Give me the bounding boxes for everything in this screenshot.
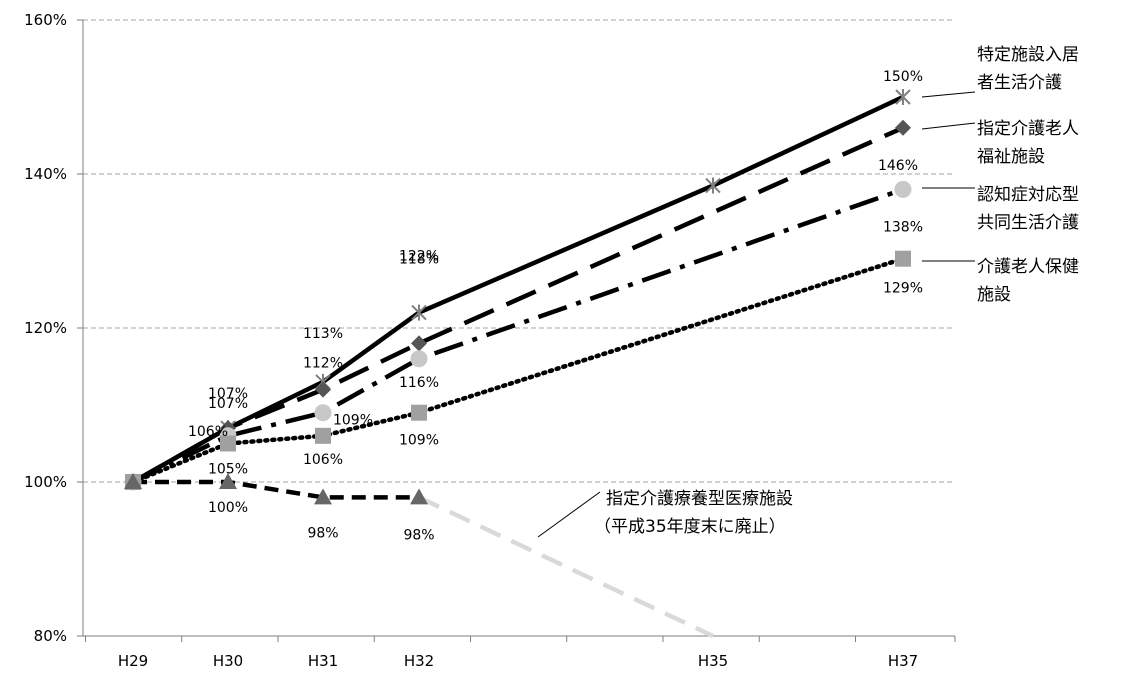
x-tick-label: H32 [404, 652, 434, 670]
y-tick-label: 100% [24, 473, 67, 491]
legend-label: 施設 [977, 285, 1011, 305]
legend-label: 福祉施設 [977, 147, 1045, 167]
data-label: 118% [399, 251, 439, 267]
star-marker [895, 89, 911, 105]
data-label: 146% [878, 158, 918, 174]
data-label: 116% [399, 375, 439, 391]
legend-label: 共同生活介護 [977, 213, 1079, 233]
data-label: 107% [208, 386, 248, 402]
square-marker [315, 427, 331, 444]
legend-label: 者生活介護 [977, 73, 1062, 93]
y-tick-label: 80% [34, 627, 67, 645]
data-label: 105% [208, 462, 248, 478]
data-label: 106% [188, 424, 228, 440]
x-tick-label: H37 [888, 652, 918, 670]
x-tick-label: H31 [308, 652, 338, 670]
circle-marker [410, 350, 428, 368]
legend-label: 介護老人保健 [977, 257, 1079, 277]
data-label: 113% [303, 326, 343, 342]
series-line [130, 256, 906, 485]
data-label: 112% [303, 356, 343, 372]
star-marker [705, 177, 721, 194]
series-line [132, 187, 904, 485]
data-label: 100% [208, 500, 248, 516]
data-label: 106% [303, 452, 343, 468]
data-label: 98% [403, 527, 434, 543]
series-markers [124, 89, 912, 505]
data-labels: 107% 113% 122% 150% 107% 112% 118% 146% 106% 109%… [188, 69, 923, 543]
data-label: 138% [883, 219, 923, 235]
square-marker [220, 435, 236, 452]
x-tick-label: H35 [698, 652, 728, 670]
grid-lines [83, 19, 955, 483]
legend-entry: 指定介護療養型医療施設 （平成35年度末に廃止） [537, 489, 793, 538]
legend-label: （平成35年度末に廃止） [594, 517, 786, 537]
y-tick-label: 160% [24, 11, 67, 29]
y-tick-label: 140% [24, 165, 67, 183]
data-label: 129% [883, 281, 923, 297]
projection-line [418, 495, 714, 639]
data-label: 109% [399, 433, 439, 449]
triangle-marker [314, 488, 332, 505]
series-line [131, 94, 904, 484]
legend-leader-line [537, 491, 601, 538]
legend-leader-line [921, 122, 976, 130]
y-axis-ticks: 80% 100% 120% 140% 160% [24, 11, 83, 645]
triangle-marker [124, 473, 142, 489]
series-lines [130, 94, 906, 639]
legend-label: 認知症対応型 [977, 185, 1079, 205]
legend: 特定施設入居者生活介護指定介護老人福祉施設認知症対応型共同生活介護介護老人保健施… [537, 45, 1079, 538]
legend-leader-line [921, 91, 976, 98]
y-tick-label: 120% [24, 319, 67, 337]
circle-marker [314, 404, 332, 422]
legend-label: 指定介護老人 [977, 119, 1079, 139]
square-marker [411, 404, 427, 421]
data-label: 109% [333, 413, 373, 429]
square-marker [895, 250, 911, 267]
legend-label: 特定施設入居 [977, 45, 1079, 65]
x-axis-ticks: H29 H30 H31 H32 H35 H37 [85, 636, 956, 670]
x-tick-label: H29 [118, 652, 148, 670]
diamond-marker [411, 335, 427, 352]
triangle-marker [219, 473, 237, 489]
diamond-marker [315, 381, 331, 398]
series-line [133, 479, 419, 500]
x-tick-label: H30 [213, 652, 243, 670]
data-label: 98% [307, 525, 338, 541]
diamond-marker [895, 119, 911, 136]
triangle-marker [410, 488, 428, 505]
data-label: 107% [208, 396, 248, 412]
legend-label: 指定介護療養型医療施設 [606, 489, 793, 509]
circle-marker [894, 180, 912, 198]
data-label: 150% [883, 69, 923, 85]
star-marker [411, 304, 427, 321]
data-label: 122% [399, 249, 439, 265]
